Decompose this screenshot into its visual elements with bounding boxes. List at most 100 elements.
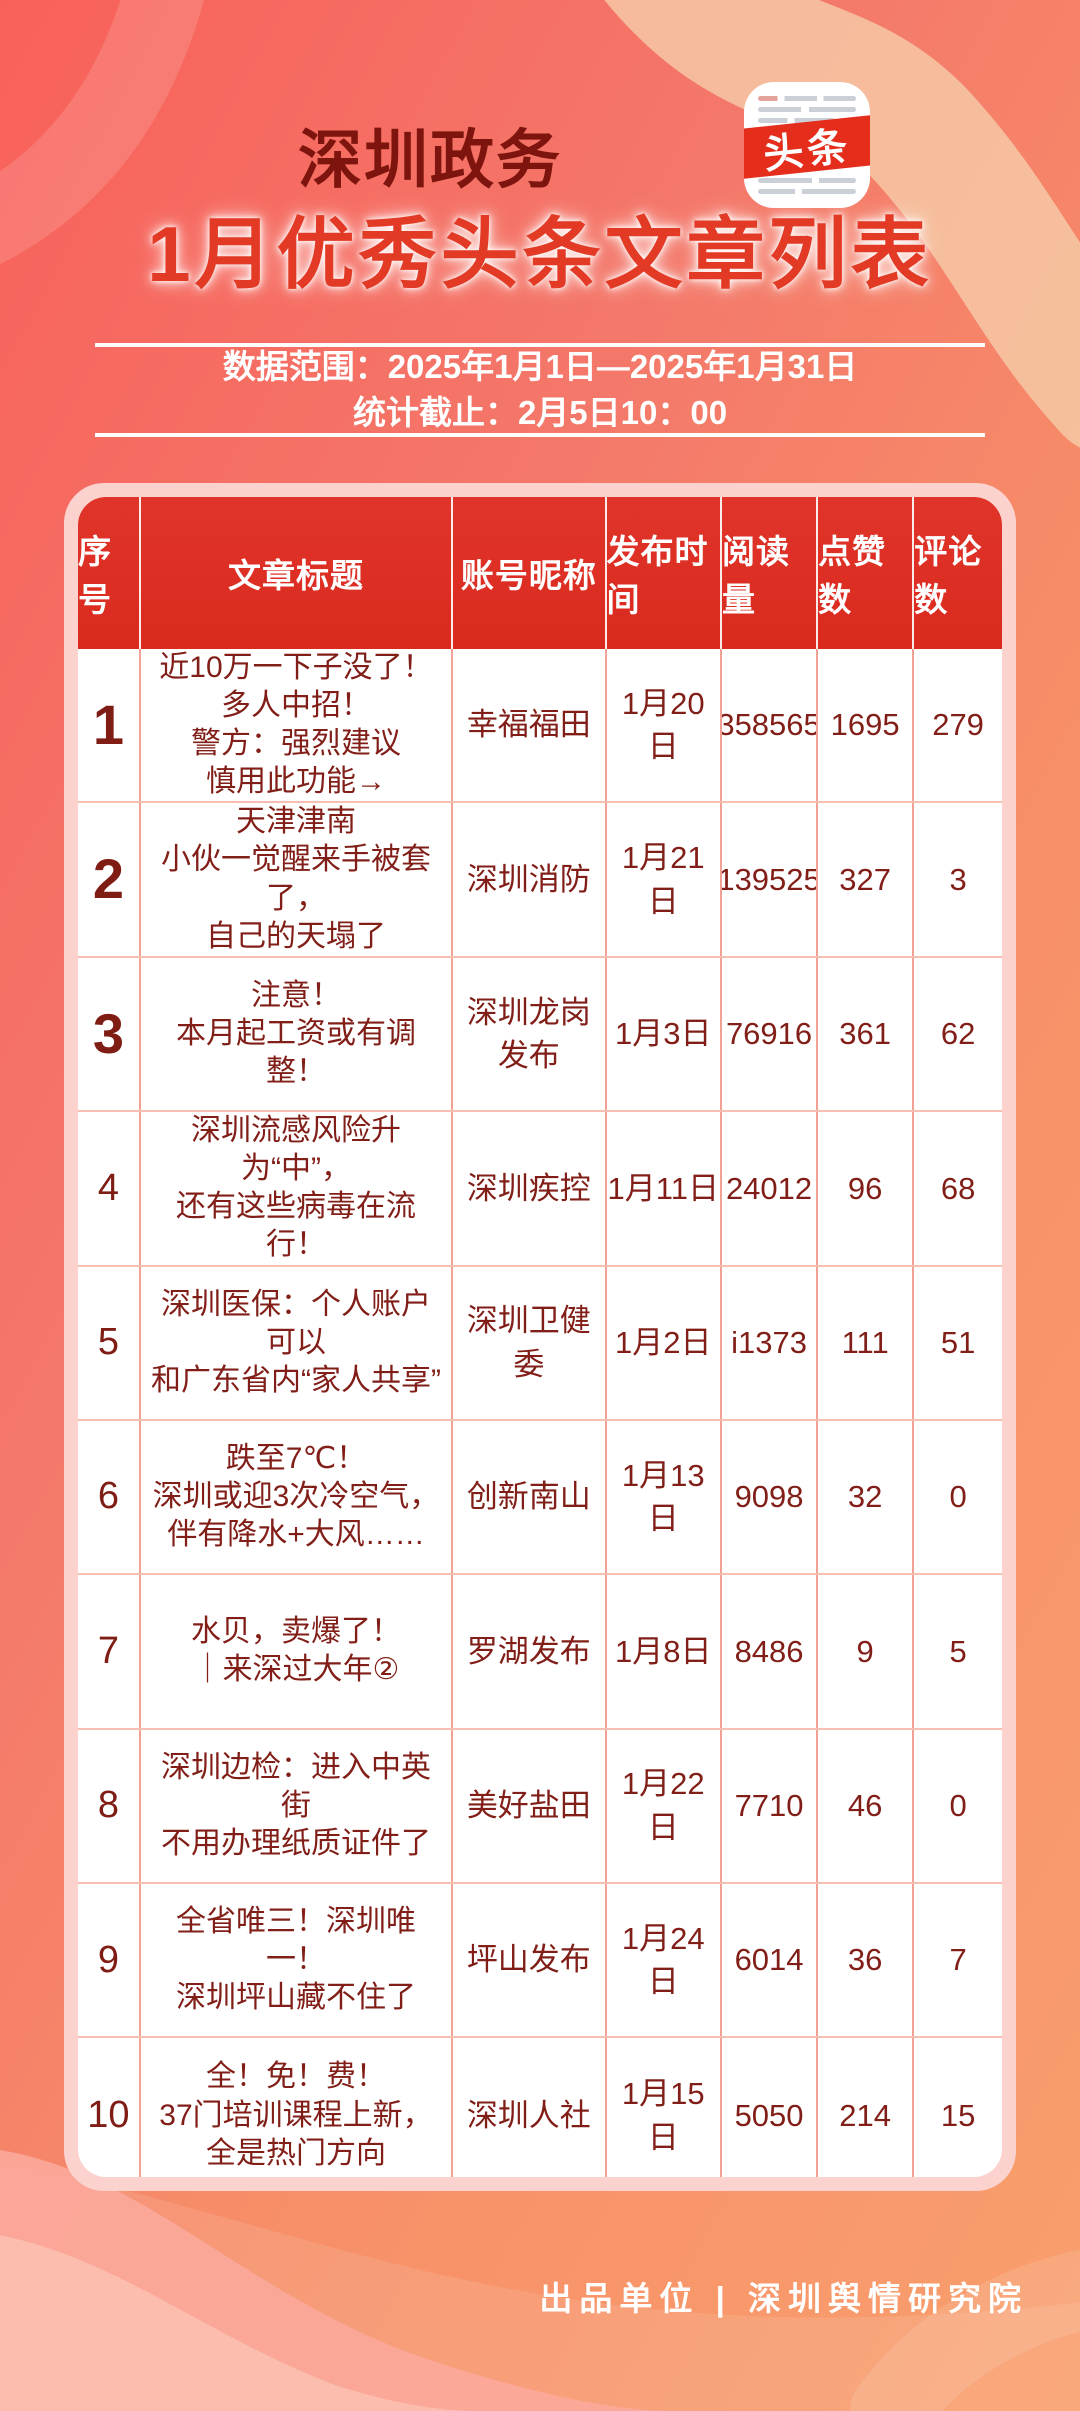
logo-headline-line (758, 189, 856, 194)
date-cell: 1月2日 (607, 1266, 722, 1419)
reads-cell: 6014 (722, 1884, 819, 2037)
account-cell: 深圳消防 (453, 803, 607, 956)
comments-cell: 0 (949, 1479, 967, 1515)
column-header-comments: 评论数 (914, 533, 983, 618)
column-header-title: 文章标题 (141, 497, 454, 649)
date-cell: 1月15日 (607, 2038, 722, 2177)
logo-headline-line (758, 178, 856, 183)
likes-cell: 96 (818, 1112, 915, 1265)
comments-cell: 5 (949, 1633, 967, 1669)
logo-headline-line (758, 107, 856, 112)
serial-cell: 7 (78, 1575, 141, 1728)
meta-banner: 数据范围：2025年1月1日—2025年1月31日 统计截止：2月5日10：00 (95, 343, 985, 437)
title-cell: 深圳流感风险升为“中”， 还有这些病毒在流行！ (141, 1112, 454, 1265)
serial-cell: 6 (78, 1420, 141, 1574)
account-cell: 深圳人社 (453, 2038, 607, 2177)
articles-card: 序号 文章标题 账号昵称 发布时间 阅读量 点赞数 评论数 1 近10万一下子没… (64, 483, 1016, 2191)
logo-banner: 头条 (744, 114, 870, 180)
account-cell: 美好盐田 (453, 1729, 607, 1882)
title-cell: 全省唯三！深圳唯一！ 深圳坪山藏不住了 (141, 1884, 454, 2037)
table-row: 4 深圳流感风险升为“中”， 还有这些病毒在流行！ 深圳疾控 1月11日 240… (78, 1112, 1002, 1267)
toutiao-logo-icon: 头条 (744, 82, 870, 208)
account-cell: 幸福福田 (453, 649, 607, 802)
reads-cell: i1373 (722, 1266, 819, 1419)
column-header-serial: 序号 (78, 497, 141, 649)
meta-deadline: 统计截止：2月5日10：00 (352, 393, 728, 431)
column-header-account: 账号昵称 (453, 497, 607, 649)
date-cell: 1月24日 (607, 1884, 722, 2037)
reads-cell: 139525 (722, 803, 819, 956)
date-cell: 1月13日 (607, 1420, 722, 1574)
date-cell: 1月11日 (607, 1112, 722, 1265)
reads-cell: 24012 (722, 1112, 819, 1265)
column-header-likes: 点赞数 (818, 497, 915, 649)
comments-cell: 51 (940, 1324, 976, 1360)
serial-cell: 2 (78, 803, 141, 956)
comments-cell: 279 (932, 707, 984, 743)
reads-cell: 9098 (722, 1420, 819, 1574)
likes-cell: 361 (818, 957, 915, 1111)
meta-data-range: 数据范围：2025年1月1日—2025年1月31日 (222, 347, 858, 385)
brand-title: 深圳政务 (298, 124, 562, 196)
comments-cell: 0 (949, 1788, 967, 1824)
date-cell: 1月20日 (607, 649, 722, 802)
table-header: 序号 文章标题 账号昵称 发布时间 阅读量 点赞数 评论数 (78, 497, 1002, 649)
serial-cell: 5 (78, 1266, 141, 1419)
likes-cell: 36 (818, 1884, 915, 2037)
account-cell: 深圳疾控 (453, 1112, 607, 1265)
account-cell: 罗湖发布 (453, 1575, 607, 1728)
footer-credit: 出品单位 | 深圳舆情研究院 (539, 2280, 1028, 2317)
page-title: 1月优秀头条文章列表 (147, 210, 933, 298)
table-row: 7 水贝，卖爆了！ ｜来深过大年② 罗湖发布 1月8日 8486 9 5 (78, 1575, 1002, 1730)
title-cell: 全！免！费！ 37门培训课程上新， 全是热门方向 (141, 2038, 454, 2177)
serial-cell: 8 (78, 1729, 141, 1882)
likes-cell: 32 (818, 1420, 915, 1574)
logo-banner-label: 头条 (761, 124, 854, 178)
date-cell: 1月3日 (607, 957, 722, 1111)
title-cell: 水贝，卖爆了！ ｜来深过大年② (141, 1575, 454, 1728)
serial-cell: 1 (78, 649, 141, 802)
reads-cell: 8486 (722, 1575, 819, 1728)
account-cell: 深圳卫健委 (453, 1266, 607, 1419)
title-cell: 天津津南 小伙一觉醒来手被套了， 自己的天塌了 (141, 803, 454, 956)
title-cell: 注意！ 本月起工资或有调整！ (141, 957, 454, 1111)
comments-cell: 15 (940, 2097, 976, 2133)
table-row: 1 近10万一下子没了！ 多人中招！ 警方：强烈建议 慎用此功能→ 幸福福田 1… (78, 649, 1002, 804)
date-cell: 1月21日 (607, 803, 722, 956)
reads-cell: 76916 (722, 957, 819, 1111)
serial-cell: 10 (78, 2038, 141, 2177)
table-row: 9 全省唯三！深圳唯一！ 深圳坪山藏不住了 坪山发布 1月24日 6014 36… (78, 1884, 1002, 2039)
reads-cell: 358565 (722, 649, 819, 802)
title-cell: 近10万一下子没了！ 多人中招！ 警方：强烈建议 慎用此功能→ (141, 649, 454, 802)
table-body: 1 近10万一下子没了！ 多人中招！ 警方：强烈建议 慎用此功能→ 幸福福田 1… (78, 649, 1002, 2177)
account-cell: 创新南山 (453, 1420, 607, 1574)
comments-cell: 62 (940, 1016, 976, 1052)
column-header-reads: 阅读量 (722, 497, 819, 649)
table-row: 5 深圳医保：个人账户可以 和广东省内“家人共享” 深圳卫健委 1月2日 i13… (78, 1266, 1002, 1421)
articles-table: 序号 文章标题 账号昵称 发布时间 阅读量 点赞数 评论数 1 近10万一下子没… (78, 497, 1002, 2177)
table-row: 3 注意！ 本月起工资或有调整！ 深圳龙岗发布 1月3日 76916 361 6… (78, 957, 1002, 1113)
title-cell: 跌至7℃！ 深圳或迎3次冷空气， 伴有降水+大风…… (141, 1420, 454, 1574)
likes-cell: 46 (818, 1729, 915, 1882)
table-row: 2 天津津南 小伙一觉醒来手被套了， 自己的天塌了 深圳消防 1月21日 139… (78, 803, 1002, 958)
serial-cell: 4 (78, 1112, 141, 1265)
title-cell: 深圳边检：进入中英街 不用办理纸质证件了 (141, 1729, 454, 1882)
table-row: 8 深圳边检：进入中英街 不用办理纸质证件了 美好盐田 1月22日 7710 4… (78, 1729, 1002, 1884)
serial-cell: 9 (78, 1884, 141, 2037)
table-row: 10 全！免！费！ 37门培训课程上新， 全是热门方向 深圳人社 1月15日 5… (78, 2038, 1002, 2177)
comments-cell: 68 (940, 1170, 976, 1206)
table-row: 6 跌至7℃！ 深圳或迎3次冷空气， 伴有降水+大风…… 创新南山 1月13日 … (78, 1420, 1002, 1576)
column-header-date: 发布时间 (607, 497, 722, 649)
logo-headline-line (758, 96, 856, 101)
reads-cell: 7710 (722, 1729, 819, 1882)
likes-cell: 111 (818, 1266, 915, 1419)
account-cell: 坪山发布 (453, 1884, 607, 2037)
serial-cell: 3 (78, 957, 141, 1111)
likes-cell: 1695 (818, 649, 915, 802)
likes-cell: 9 (818, 1575, 915, 1728)
likes-cell: 327 (818, 803, 915, 956)
title-cell: 深圳医保：个人账户可以 和广东省内“家人共享” (141, 1266, 454, 1419)
account-cell: 深圳龙岗发布 (453, 957, 607, 1111)
reads-cell: 5050 (722, 2038, 819, 2177)
likes-cell: 214 (818, 2038, 915, 2177)
